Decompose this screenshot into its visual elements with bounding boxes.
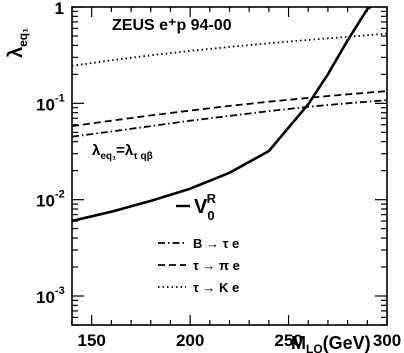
legend-label: τ → K e xyxy=(193,280,239,295)
coupling-rhs-sub: τ qβ xyxy=(133,151,152,162)
x-tick-label: 250 xyxy=(274,331,302,350)
y-tick-label: 1 xyxy=(55,0,64,18)
coupling-lhs: λ xyxy=(92,142,101,159)
legend-label: τ → π e xyxy=(193,258,240,273)
series-line-dashed xyxy=(72,90,387,127)
coupling-eq: = xyxy=(116,142,125,159)
x-tick-label: 200 xyxy=(176,331,204,350)
x-tick-labels: 150 200 250 300 xyxy=(78,331,402,350)
y-tick-label: 10-2 xyxy=(36,189,65,211)
y-tick-labels: 10-3 10-2 10-1 1 xyxy=(36,0,65,307)
y-tick-label: 10-1 xyxy=(36,92,65,114)
y-axis-label: λeq₁ xyxy=(5,28,30,58)
series-line-dotted xyxy=(72,32,387,67)
x-axis-label: MLQ(GeV) xyxy=(291,333,371,353)
series-line-solid xyxy=(72,7,373,223)
coupling-lhs-sub: eq₁ xyxy=(100,151,116,162)
axis-ticks xyxy=(71,6,388,326)
y-tick-label: 10-3 xyxy=(36,285,65,307)
curves xyxy=(72,7,387,223)
series-line-dashdot xyxy=(72,99,387,138)
x-tick-label: 150 xyxy=(78,331,106,350)
coupling-rhs: λ xyxy=(125,142,134,159)
x-tick-label: 300 xyxy=(373,331,401,350)
legend-label: B → τ e xyxy=(193,236,239,251)
legend: B → τ e τ → π e τ → K e xyxy=(158,236,240,295)
coupling-label: λeq₁=λτ qβ xyxy=(92,142,153,162)
experiment-title: ZEUS e⁺p 94-00 xyxy=(112,17,232,34)
v0r-label: V0R xyxy=(194,191,217,223)
